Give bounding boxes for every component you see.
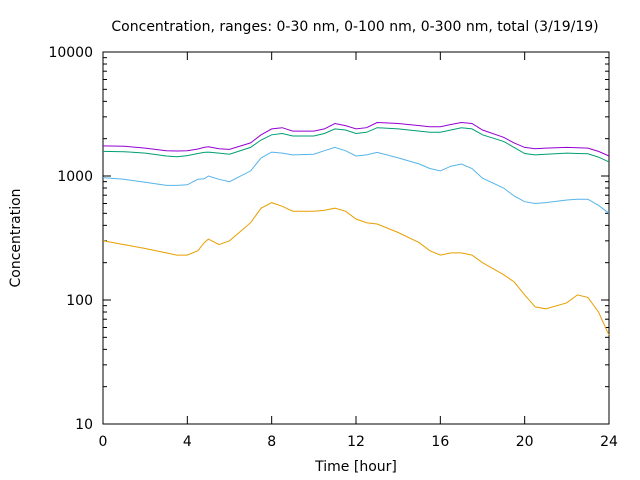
series-line-2 — [102, 146, 610, 214]
x-axis-label: Time [hour] — [314, 459, 397, 475]
y-axis: 10 100 1000 10000 — [48, 45, 609, 433]
y-tick-label: 1000 — [57, 169, 93, 185]
series-lines — [102, 121, 610, 336]
series-line-3 — [102, 127, 610, 163]
series-line-4 — [102, 121, 610, 157]
y-tick-label: 10000 — [48, 45, 93, 61]
x-tick-label: 8 — [267, 434, 276, 450]
x-tick-label: 0 — [99, 434, 108, 450]
x-axis: 0 4 8 12 16 20 24 — [99, 52, 618, 450]
y-tick-label: 100 — [66, 293, 93, 309]
x-tick-label: 20 — [516, 434, 534, 450]
x-tick-label: 12 — [347, 434, 365, 450]
x-tick-label: 16 — [431, 434, 449, 450]
x-tick-label: 4 — [183, 434, 192, 450]
series-line-1 — [102, 202, 610, 336]
x-tick-label: 24 — [600, 434, 618, 450]
y-axis-label: Concentration — [8, 188, 24, 287]
plot-frame — [102, 51, 610, 425]
y-tick-label: 10 — [75, 417, 93, 433]
plot-area — [102, 51, 610, 425]
chart-title: Concentration, ranges: 0-30 nm, 0-100 nm… — [111, 19, 598, 35]
